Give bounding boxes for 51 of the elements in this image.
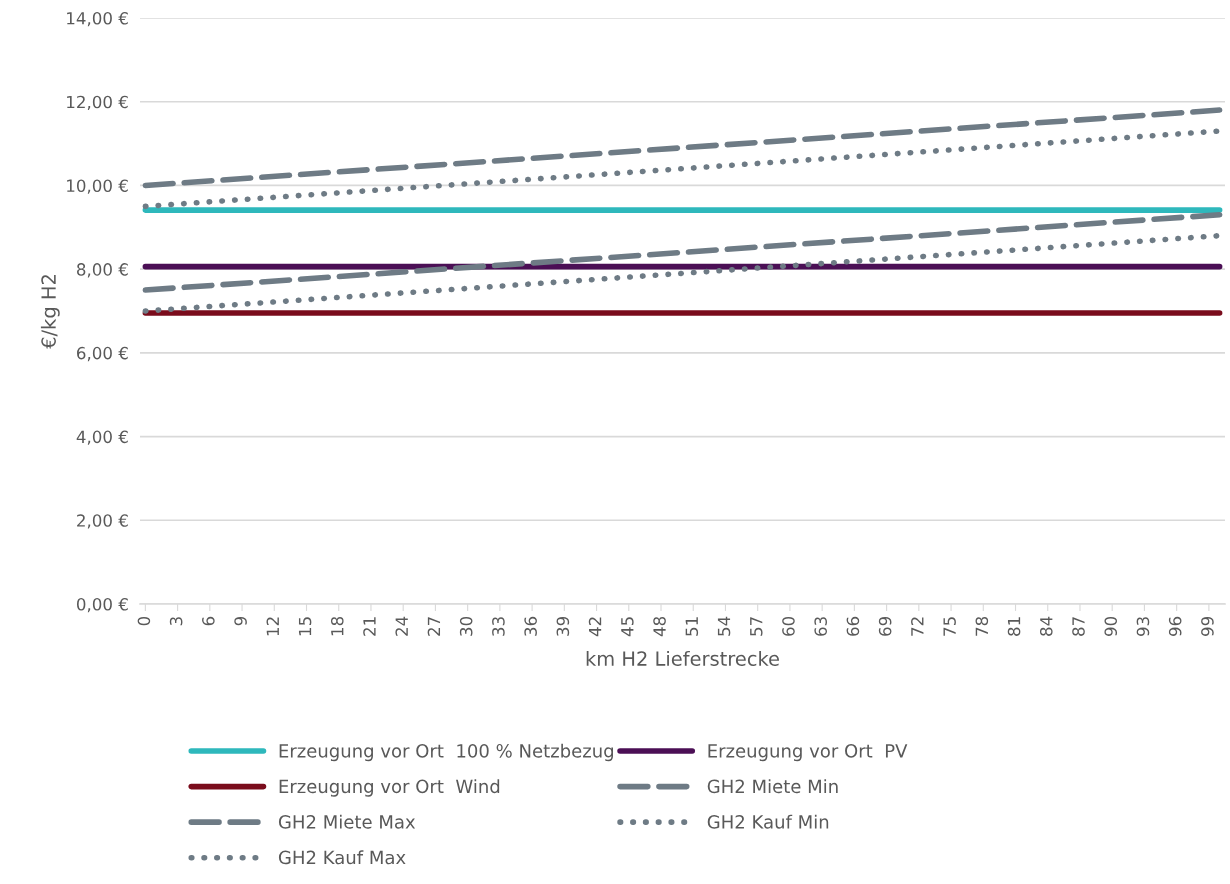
x-tick-label: 15 [298, 617, 312, 636]
x-tick-label: 24 [395, 616, 408, 636]
x-tick-label: 0 [137, 616, 151, 626]
x-tick-label: 66 [846, 616, 860, 636]
x-tick-label: 93 [1136, 617, 1150, 636]
y-tick-label: 12,00 € [67, 95, 128, 110]
y-tick-label: 8,00 € [77, 263, 128, 278]
y-tick-label: 0,00 € [76, 597, 128, 613]
x-tick-label: 54 [717, 616, 731, 636]
x-tick-label: 63 [814, 617, 827, 636]
x-tick-label: 42 [588, 617, 602, 637]
x-tick-label: 48 [653, 616, 666, 637]
x-tick-label: 36 [524, 616, 537, 636]
x-tick-label: 21 [363, 617, 376, 636]
legend-label: GH2 Kauf Min [707, 814, 829, 829]
legend-label: GH2 Kauf Max [278, 850, 406, 865]
x-tick-label: 51 [685, 617, 699, 636]
x-tick-label: 96 [1168, 616, 1182, 636]
x-tick-label: 33 [492, 617, 505, 636]
y-tick-label: 4,00 € [76, 430, 128, 445]
x-tick-label: 30 [459, 616, 473, 636]
x-tick-label: 12 [266, 617, 279, 636]
x-tick-label: 60 [782, 616, 795, 636]
x-tick-label: 84 [1039, 616, 1053, 636]
x-tick-label: 3 [169, 617, 183, 626]
y-tick-label: 2,00 € [77, 514, 128, 529]
x-tick-label: 6 [202, 616, 215, 626]
x-tick-label: 87 [1072, 617, 1085, 636]
y-tick-label: 10,00 € [67, 179, 128, 194]
legend-label: Erzeugung vor Ort 100 % Netzbezug [279, 743, 613, 762]
legend-label: Erzeugung vor Ort Wind [279, 779, 500, 797]
x-tick-label: 75 [943, 617, 956, 636]
x-tick-label: 78 [975, 616, 989, 636]
x-axis-title: km H2 Lieferstrecke [586, 650, 779, 666]
x-tick-label: 72 [911, 617, 924, 636]
x-tick-label: 69 [878, 616, 892, 636]
x-tick-label: 99 [1201, 616, 1214, 636]
y-tick-label: 14,00 € [67, 11, 128, 27]
legend-label: Erzeugung vor Ort PV [708, 744, 908, 762]
y-tick-label: 6,00 € [77, 346, 128, 362]
y-axis-title: €/kg H2 [40, 275, 60, 349]
x-tick-label: 9 [234, 616, 247, 626]
x-tick-label: 18 [330, 616, 344, 636]
x-tick-label: 45 [621, 617, 634, 637]
legend-label: GH2 Miete Min [707, 779, 838, 794]
x-tick-label: 27 [427, 617, 441, 636]
legend-label: GH2 Miete Max [278, 814, 416, 829]
x-tick-label: 39 [556, 616, 570, 636]
x-tick-label: 90 [1104, 616, 1118, 636]
x-tick-label: 81 [1007, 617, 1021, 636]
x-tick-label: 57 [750, 617, 763, 636]
